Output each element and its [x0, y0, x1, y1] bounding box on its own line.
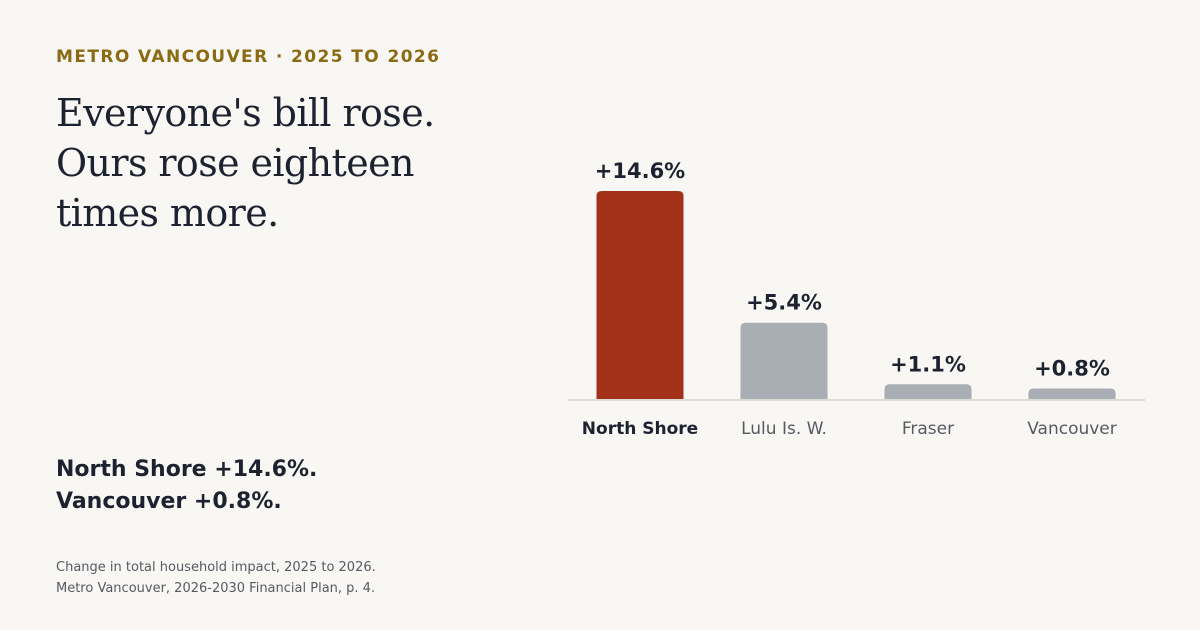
headline-line-1: Everyone's bill rose. — [56, 91, 435, 135]
category-label: North Shore — [582, 419, 698, 439]
category-label: Lulu Is. W. — [741, 419, 827, 439]
summary: North Shore +14.6%. Vancouver +0.8%. — [56, 454, 317, 518]
headline-line-2: Ours rose eighteen — [56, 141, 414, 185]
headline-line-3: times more. — [56, 191, 279, 235]
category-label: Vancouver — [1027, 419, 1117, 439]
footnote-line-1: Change in total household impact, 2025 t… — [56, 560, 376, 575]
summary-line-2: Vancouver +0.8%. — [56, 489, 282, 514]
headline: Everyone's bill rose. Ours rose eighteen… — [56, 88, 526, 238]
bar-north-shore — [596, 191, 684, 400]
label-group: +14.6% North Shore +5.4% Lulu Is. W. +1.1% Fr… — [582, 159, 1117, 439]
bar-lulu-is-w — [740, 322, 828, 400]
category-label: Fraser — [902, 419, 954, 439]
value-label: +0.8% — [1034, 357, 1110, 381]
bar-fraser — [884, 384, 972, 400]
footnote-line-2: Metro Vancouver, 2026-2030 Financial Pla… — [56, 581, 376, 596]
value-label: +1.1% — [890, 352, 966, 376]
value-label: +14.6% — [595, 159, 685, 183]
eyebrow-label: METRO VANCOUVER · 2025 TO 2026 — [56, 47, 441, 67]
summary-line-1: North Shore +14.6%. — [56, 457, 318, 482]
bar-vancouver — [1028, 388, 1116, 400]
footnote: Change in total household impact, 2025 t… — [56, 557, 376, 599]
value-label: +5.4% — [746, 291, 822, 315]
bar-group — [596, 191, 1116, 400]
